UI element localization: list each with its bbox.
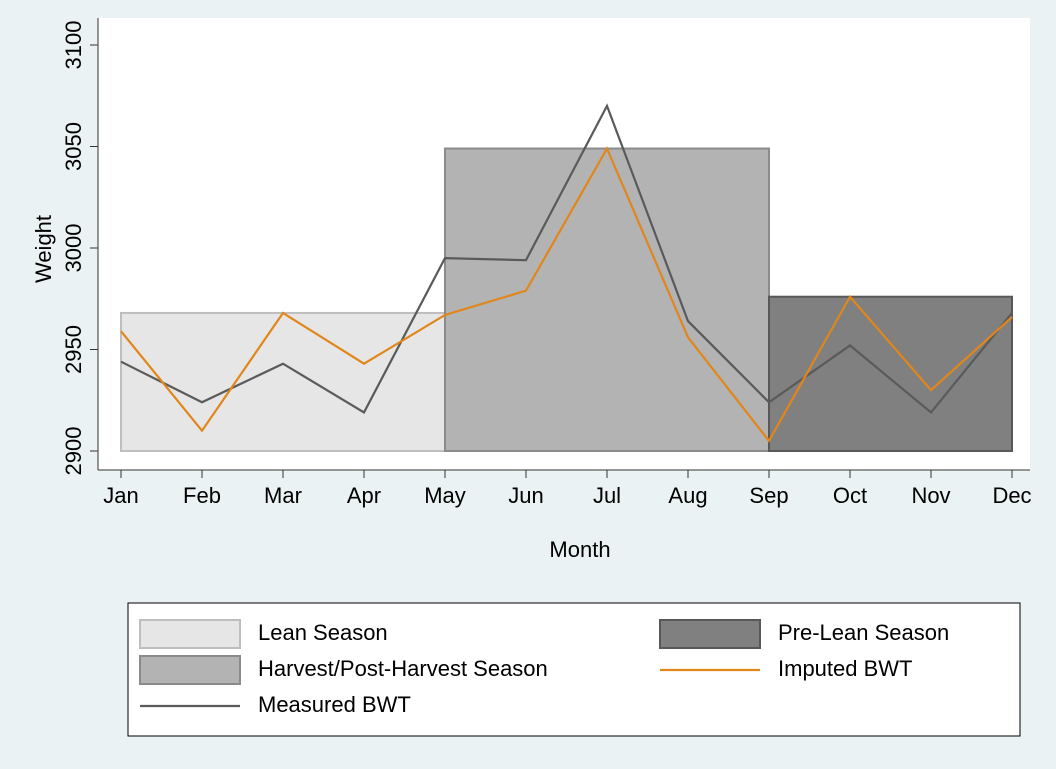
x-tick-label: Apr	[347, 483, 381, 508]
y-tick-label: 2950	[61, 325, 86, 374]
x-tick-label: Aug	[668, 483, 707, 508]
season-band	[120, 311, 446, 452]
legend	[127, 602, 1021, 737]
x-tick-label: Jan	[103, 483, 138, 508]
x-tick-label: Jun	[508, 483, 543, 508]
x-tick-label: Mar	[264, 483, 302, 508]
series-line	[120, 146, 1013, 443]
legend-label: Lean Season	[258, 620, 388, 645]
legend-swatch	[139, 655, 241, 685]
x-tick-label: Jul	[593, 483, 621, 508]
x-axis-label: Month	[549, 537, 610, 562]
legend-swatch	[659, 619, 761, 649]
x-tick-label: Sep	[749, 483, 788, 508]
y-tick-label: 3050	[61, 122, 86, 171]
legend-label: Harvest/Post-Harvest Season	[258, 656, 548, 681]
y-axis-label: Weight	[31, 215, 56, 283]
x-tick-label: Feb	[183, 483, 221, 508]
y-tick-label: 3000	[61, 224, 86, 273]
series-line	[120, 103, 1013, 414]
y-tick-label: 3100	[61, 21, 86, 70]
legend-label: Pre-Lean Season	[778, 620, 949, 645]
x-tick-label: Oct	[833, 483, 867, 508]
x-tick-label: Dec	[992, 483, 1031, 508]
legend-swatch	[139, 619, 241, 649]
legend-label: Measured BWT	[258, 692, 411, 717]
legend-label: Imputed BWT	[778, 656, 912, 681]
x-tick-label: May	[424, 483, 466, 508]
y-tick-label: 2900	[61, 427, 86, 476]
x-tick-label: Nov	[911, 483, 950, 508]
